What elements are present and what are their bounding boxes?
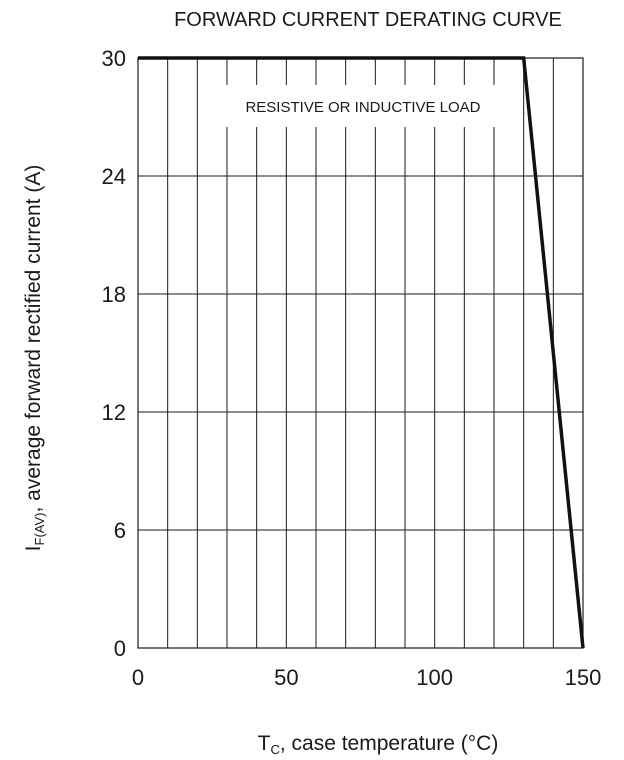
- y-tick-labels: 0 6 12 18 24 30: [102, 46, 126, 661]
- derating-curve: [138, 56, 585, 649]
- series-layer: [138, 56, 585, 649]
- x-tick-label: 50: [274, 665, 298, 690]
- grid: [138, 58, 583, 648]
- x-axis-label-symbol: T: [258, 732, 271, 755]
- y-tick-label: 18: [102, 282, 126, 307]
- y-axis-label-text: , average forward rectified current (A): [22, 165, 45, 513]
- x-axis-label: TC, case temperature (°C): [258, 732, 499, 757]
- x-axis-label-text: , case temperature (°C): [280, 732, 498, 755]
- y-axis-label-symbol: I: [22, 545, 45, 551]
- y-tick-label: 0: [114, 636, 126, 661]
- y-tick-label: 6: [114, 518, 126, 543]
- x-tick-label: 150: [565, 665, 602, 690]
- plot-frame: [137, 57, 584, 649]
- annotation-background: [205, 85, 520, 127]
- x-axis-label-subscript: C: [270, 742, 279, 757]
- y-tick-label: 30: [102, 46, 126, 71]
- y-axis-label: IF(AV), average forward rectified curren…: [22, 165, 47, 552]
- x-tick-labels: 0 50 100 150: [132, 665, 601, 690]
- x-tick-label: 0: [132, 665, 144, 690]
- x-tick-label: 100: [416, 665, 453, 690]
- load-annotation: RESISTIVE OR INDUCTIVE LOAD: [245, 99, 480, 116]
- y-tick-label: 12: [102, 400, 126, 425]
- y-axis-label-subscript: F(AV): [32, 512, 47, 545]
- y-tick-label: 24: [102, 164, 126, 189]
- chart-title: FORWARD CURRENT DERATING CURVE: [174, 9, 562, 31]
